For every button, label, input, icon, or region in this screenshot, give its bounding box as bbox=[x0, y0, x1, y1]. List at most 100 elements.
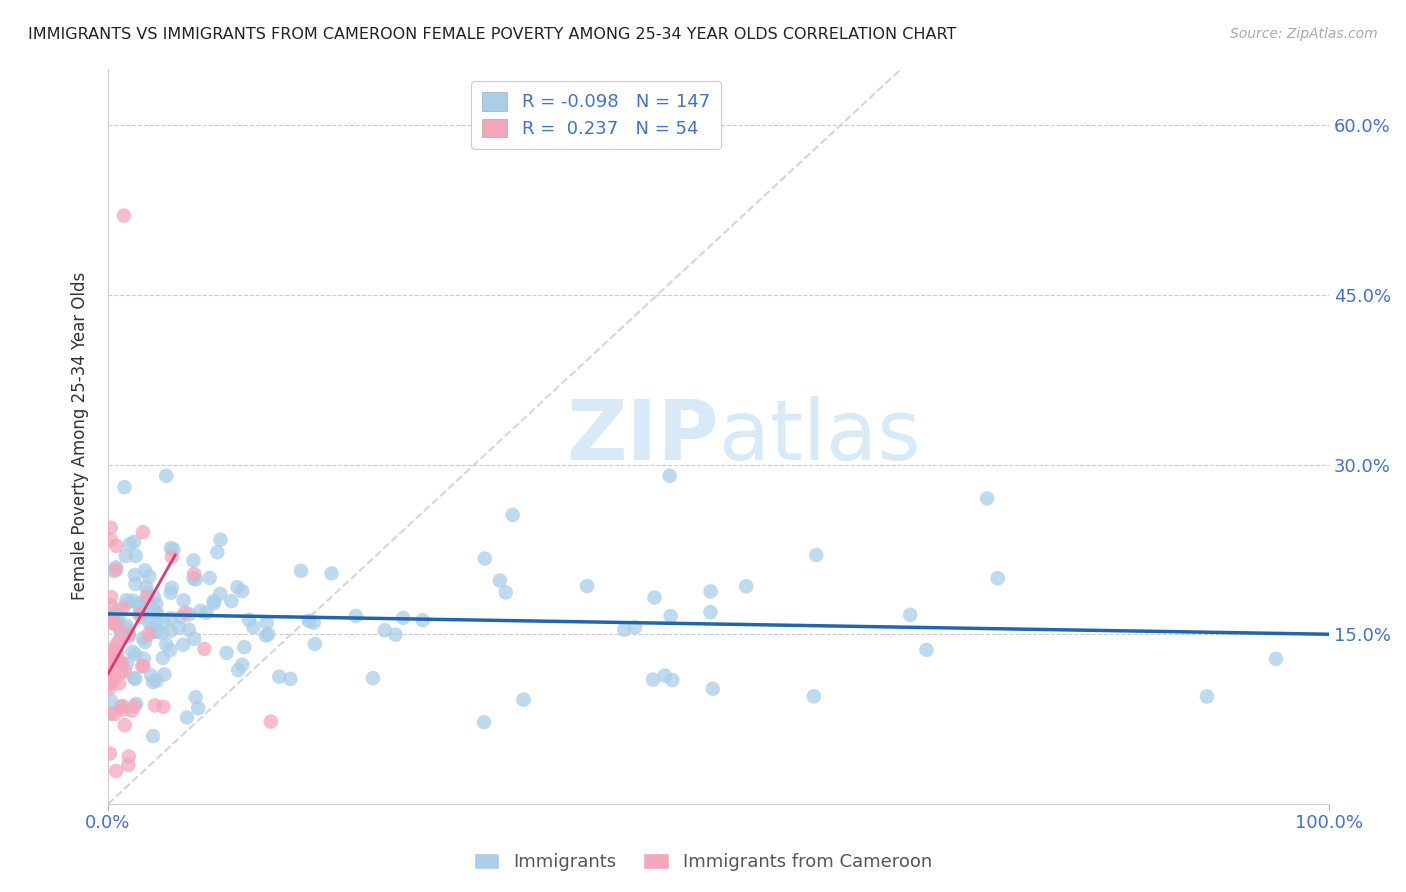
Point bbox=[101, 614, 124, 628]
Point bbox=[184, 690, 207, 705]
Point bbox=[209, 533, 232, 547]
Point bbox=[103, 707, 125, 722]
Point bbox=[98, 598, 121, 612]
Point bbox=[101, 615, 124, 630]
Point bbox=[735, 579, 758, 593]
Point bbox=[177, 623, 200, 637]
Point bbox=[117, 595, 139, 609]
Point bbox=[107, 619, 129, 633]
Y-axis label: Female Poverty Among 25-34 Year Olds: Female Poverty Among 25-34 Year Olds bbox=[72, 272, 89, 600]
Point bbox=[160, 541, 183, 555]
Point bbox=[138, 616, 160, 631]
Point bbox=[1265, 652, 1288, 666]
Point bbox=[128, 607, 150, 622]
Point bbox=[105, 539, 128, 553]
Point bbox=[659, 609, 682, 624]
Text: Source: ZipAtlas.com: Source: ZipAtlas.com bbox=[1230, 27, 1378, 41]
Point bbox=[103, 657, 125, 671]
Point bbox=[118, 627, 141, 641]
Point bbox=[290, 564, 312, 578]
Point bbox=[118, 537, 141, 551]
Point bbox=[321, 566, 343, 581]
Point bbox=[108, 633, 131, 648]
Point bbox=[641, 673, 664, 687]
Point bbox=[105, 612, 128, 626]
Text: ZIP: ZIP bbox=[567, 396, 718, 476]
Point bbox=[159, 624, 181, 638]
Point bbox=[114, 621, 136, 635]
Point bbox=[160, 581, 183, 595]
Point bbox=[183, 571, 205, 585]
Point bbox=[98, 667, 121, 681]
Point bbox=[162, 542, 184, 557]
Point bbox=[806, 548, 828, 562]
Point bbox=[226, 663, 249, 677]
Point bbox=[190, 604, 212, 618]
Point bbox=[238, 613, 260, 627]
Point bbox=[145, 615, 167, 629]
Point bbox=[105, 563, 128, 577]
Point bbox=[153, 667, 176, 681]
Point bbox=[132, 632, 155, 646]
Point bbox=[489, 574, 512, 588]
Point bbox=[136, 590, 159, 604]
Point bbox=[384, 627, 406, 641]
Point bbox=[231, 584, 253, 599]
Point bbox=[138, 627, 160, 641]
Point bbox=[132, 525, 155, 540]
Point bbox=[699, 605, 721, 619]
Point bbox=[242, 620, 264, 634]
Point bbox=[145, 624, 167, 639]
Point bbox=[202, 596, 225, 610]
Point bbox=[613, 623, 636, 637]
Point bbox=[159, 611, 181, 625]
Point bbox=[107, 647, 129, 661]
Point bbox=[173, 593, 195, 607]
Legend: Immigrants, Immigrants from Cameroon: Immigrants, Immigrants from Cameroon bbox=[467, 846, 939, 879]
Point bbox=[209, 587, 232, 601]
Point bbox=[114, 549, 136, 563]
Point bbox=[100, 590, 122, 604]
Point bbox=[474, 551, 496, 566]
Point bbox=[254, 628, 277, 642]
Point bbox=[117, 629, 139, 643]
Point bbox=[115, 657, 138, 672]
Point bbox=[114, 718, 136, 732]
Point bbox=[193, 641, 215, 656]
Point bbox=[111, 703, 134, 717]
Point bbox=[122, 699, 145, 714]
Point bbox=[150, 626, 173, 640]
Point bbox=[374, 624, 396, 638]
Point bbox=[101, 642, 124, 657]
Point bbox=[142, 729, 165, 743]
Point bbox=[110, 699, 132, 714]
Point bbox=[98, 706, 121, 721]
Point bbox=[129, 602, 152, 616]
Point bbox=[344, 609, 367, 624]
Text: atlas: atlas bbox=[718, 396, 921, 476]
Point bbox=[361, 671, 384, 685]
Point bbox=[257, 627, 280, 641]
Point bbox=[803, 690, 825, 704]
Point bbox=[987, 571, 1010, 585]
Point bbox=[100, 521, 122, 535]
Point bbox=[121, 704, 143, 718]
Point bbox=[98, 656, 121, 670]
Point bbox=[170, 610, 193, 624]
Point bbox=[142, 675, 165, 690]
Point bbox=[702, 681, 724, 696]
Point bbox=[105, 764, 128, 778]
Point bbox=[226, 580, 249, 594]
Point bbox=[108, 676, 131, 690]
Point bbox=[111, 657, 134, 672]
Point bbox=[134, 635, 156, 649]
Point bbox=[101, 609, 124, 624]
Point bbox=[121, 593, 143, 607]
Legend: R = -0.098   N = 147, R =  0.237   N = 54: R = -0.098 N = 147, R = 0.237 N = 54 bbox=[471, 81, 721, 149]
Point bbox=[699, 584, 721, 599]
Point bbox=[107, 613, 129, 627]
Point bbox=[898, 607, 921, 622]
Point bbox=[260, 714, 283, 729]
Point bbox=[472, 715, 495, 730]
Point bbox=[115, 593, 138, 607]
